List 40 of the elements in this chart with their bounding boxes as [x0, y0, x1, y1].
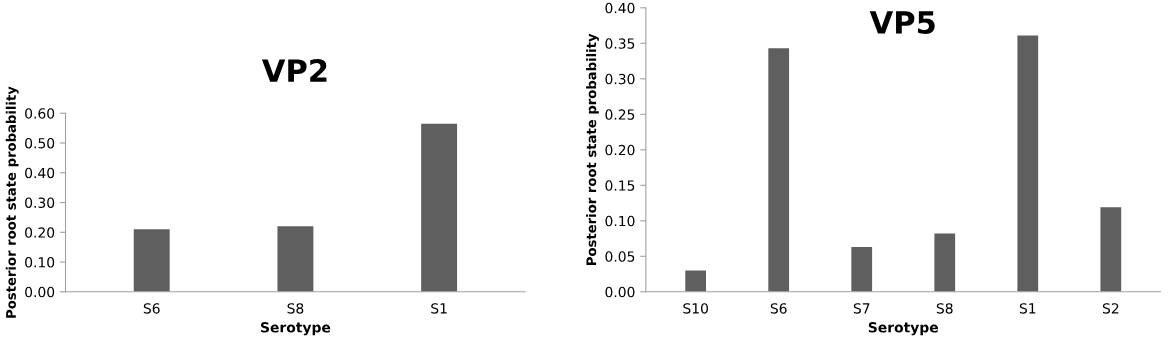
bar — [768, 48, 790, 292]
y-tick-label: 0.40 — [25, 167, 55, 179]
y-tick-label: 0.20 — [605, 144, 635, 156]
x-tick-label: S8 — [936, 303, 953, 314]
chart-title: VP2 — [261, 59, 327, 82]
bar — [934, 233, 956, 292]
y-tick-label: 0.25 — [605, 109, 635, 120]
y-tick-label: 0.30 — [25, 197, 55, 208]
bar — [421, 123, 458, 292]
x-tick-label: S1 — [1019, 303, 1036, 314]
bar — [1017, 35, 1039, 292]
bar — [851, 247, 873, 292]
y-tick-label: 0.30 — [605, 73, 635, 85]
x-tick-label: S1 — [431, 303, 447, 314]
y-tick-label: 0.20 — [25, 227, 55, 238]
chart-title: VP5 — [869, 11, 935, 34]
x-tick-label: S8 — [287, 303, 304, 314]
y-tick-label: 0.60 — [25, 108, 55, 119]
y-tick-label: 0.10 — [25, 257, 55, 268]
y-tick-label: 0.15 — [605, 180, 635, 191]
bar — [685, 270, 707, 292]
x-tick-label: S10 — [683, 303, 708, 314]
x-tick-label: S6 — [770, 303, 787, 314]
y-axis-title: Posterior root state probability — [5, 86, 19, 318]
y-tick-label: 0.40 — [605, 2, 635, 14]
y-tick-label: 0.00 — [25, 286, 55, 298]
y-tick-label: 0.00 — [605, 286, 635, 298]
x-axis-title: Serotype — [868, 322, 938, 336]
y-tick-label: 0.35 — [605, 38, 635, 49]
x-tick-label: S2 — [1102, 303, 1119, 314]
y-tick-label: 0.50 — [25, 137, 55, 149]
bar — [277, 226, 314, 292]
x-tick-label: S6 — [143, 303, 160, 314]
x-tick-label: S7 — [853, 303, 870, 314]
y-tick-label: 0.10 — [605, 215, 635, 227]
x-axis-title: Serotype — [260, 322, 331, 336]
y-tick-label: 0.05 — [605, 251, 635, 262]
bar — [1100, 207, 1122, 292]
bar — [133, 229, 170, 292]
y-axis-title: Posterior root state probability — [586, 33, 599, 265]
